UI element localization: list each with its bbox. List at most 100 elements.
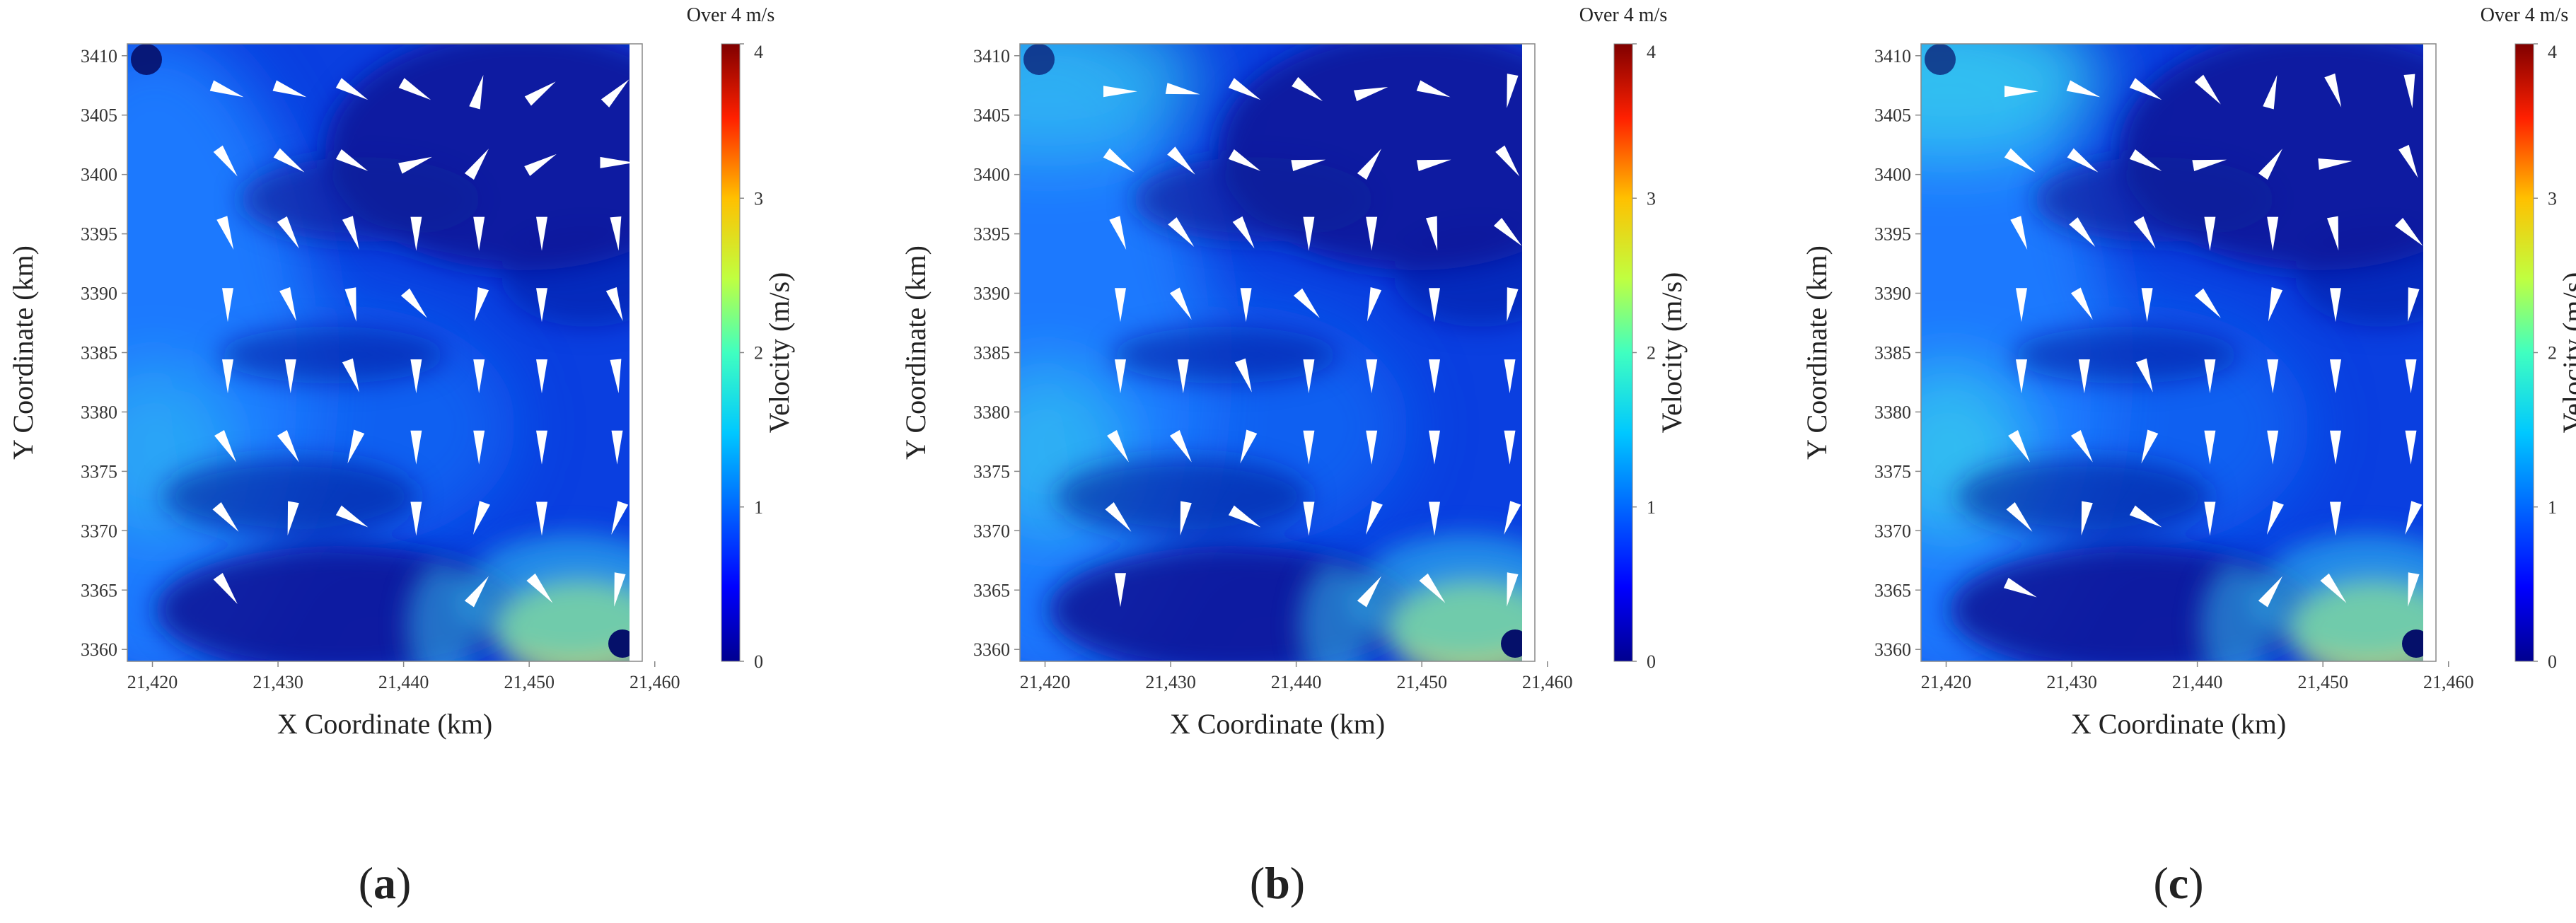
- flow-arrow: [2204, 430, 2216, 465]
- field-slow-east: [1395, 228, 1535, 327]
- flow-arrow: [2129, 78, 2162, 100]
- field-outlet-center: [1299, 562, 1370, 661]
- field-outlet-east-halo: [460, 534, 642, 661]
- flow-arrow: [2135, 358, 2153, 393]
- flow-arrow: [2141, 288, 2153, 323]
- chart-panel-c: 21,420 21,430 21,440 21,450 21,4603360336533…: [1801, 4, 2576, 908]
- flow-arrow: [1357, 149, 1381, 180]
- x-tick-label: 21,460: [630, 672, 680, 692]
- chart-panel-b: 21,420 21,430 21,440 21,450 21,4603360336533…: [900, 4, 1688, 908]
- y-tick-label: 3385: [973, 343, 1010, 364]
- colorbar: [2514, 43, 2534, 662]
- flow-arrow: [2070, 430, 2093, 463]
- colorbar-tick-label: 3: [2548, 188, 2557, 209]
- field-slow-east: [502, 228, 642, 327]
- flow-arrow: [1367, 287, 1382, 322]
- y-tick-label: 3370: [1874, 521, 1911, 541]
- x-tick-label: 21,450: [2297, 672, 2348, 692]
- y-tick-label: 3360: [973, 639, 1010, 660]
- x-tick-label: 21,430: [2046, 672, 2097, 692]
- flow-arrow: [536, 359, 547, 394]
- flow-arrow: [2204, 216, 2216, 251]
- colorbar-over-label: Over 4 m/s: [2481, 4, 2568, 26]
- flow-arrow: [1495, 145, 1520, 177]
- flow-arrow: [2258, 576, 2282, 608]
- colorbar-tick-label: 2: [1647, 343, 1656, 364]
- x-tick-label: 21,430: [253, 672, 303, 692]
- flow-arrow: [2398, 144, 2418, 178]
- y-tick-label: 3410: [973, 46, 1010, 66]
- flow-arrow: [1180, 501, 1192, 536]
- y-tick-label: 3390: [1874, 284, 1911, 304]
- flow-arrow: [1507, 572, 1519, 607]
- flow-arrow: [335, 78, 369, 100]
- flow-arrow: [335, 505, 369, 528]
- y-tick-label: 3395: [81, 224, 117, 245]
- colorbar-tick-label: 4: [754, 42, 763, 62]
- flow-arrow: [398, 156, 432, 174]
- field-island-northwest: [131, 44, 162, 75]
- x-axis-label: X Coordinate (km): [277, 708, 492, 740]
- y-tick-label: 3380: [1874, 402, 1911, 422]
- flow-arrow: [2330, 359, 2341, 394]
- y-tick-label: 3370: [81, 521, 117, 541]
- y-axis-label: Y Coordinate (km): [900, 245, 932, 460]
- flow-arrow: [2069, 217, 2096, 247]
- flow-arrow: [472, 501, 490, 535]
- flow-arrow: [2004, 86, 2038, 98]
- flow-arrow: [536, 430, 547, 465]
- y-tick-label: 3365: [81, 580, 117, 600]
- flow-arrow: [473, 359, 485, 394]
- field-slow-channel-b: [2013, 327, 2239, 383]
- field-zone-northwest: [1921, 44, 2105, 157]
- flow-arrow: [1429, 288, 1440, 323]
- flow-arrow: [2394, 217, 2423, 246]
- field-zone-northwest: [1020, 44, 1204, 157]
- field-outlet-center: [2200, 562, 2271, 661]
- flow-arrow: [1115, 288, 1126, 323]
- flow-arrow: [610, 359, 622, 394]
- flow-arrow: [1353, 86, 1388, 102]
- field-slow-channel-a: [240, 157, 481, 242]
- flow-arrow: [1493, 217, 1522, 246]
- flow-arrow: [410, 216, 422, 251]
- flow-arrow: [1168, 217, 1195, 247]
- flow-arrow: [410, 359, 422, 394]
- flow-arrow: [1357, 576, 1381, 608]
- x-axis-label: X Coordinate (km): [1170, 708, 1385, 740]
- flow-arrow: [2010, 216, 2028, 250]
- domain-edge: [2423, 44, 2439, 661]
- flow-arrow: [277, 216, 299, 249]
- y-tick-label: 3360: [81, 639, 117, 660]
- flow-arrow: [272, 80, 307, 98]
- flow-arrow: [2192, 159, 2227, 171]
- y-tick-label: 3395: [1874, 224, 1911, 245]
- flow-arrow: [222, 359, 233, 394]
- flow-arrow: [1303, 216, 1315, 251]
- flow-arrow: [1365, 501, 1383, 535]
- colorbar-over-label: Over 4 m/s: [1579, 4, 1667, 26]
- colorbar-tick-label: 3: [754, 188, 763, 209]
- flow-arrow: [213, 573, 238, 604]
- flow-arrow: [1177, 359, 1189, 394]
- flow-arrow: [1234, 358, 1252, 393]
- y-tick-label: 3400: [1874, 165, 1911, 185]
- y-tick-label: 3390: [973, 284, 1010, 304]
- colorbar: [721, 43, 741, 662]
- colorbar-tick-label: 4: [2548, 42, 2557, 62]
- flow-arrow: [398, 78, 431, 100]
- flow-arrow: [2405, 430, 2417, 465]
- y-axis-label: Y Coordinate (km): [1801, 245, 1833, 460]
- colorbar-tick-label: 1: [754, 497, 763, 518]
- field-island-northwest: [1023, 44, 1055, 75]
- colorbar: [1613, 43, 1633, 662]
- flow-arrow: [2070, 287, 2093, 320]
- flow-arrow: [1291, 159, 1326, 171]
- flow-arrow: [287, 501, 299, 536]
- flow-arrow: [614, 572, 626, 607]
- flow-arrow: [1366, 359, 1378, 394]
- y-tick-label: 3380: [973, 402, 1010, 422]
- flow-arrow: [2267, 359, 2279, 394]
- flow-arrow: [2066, 80, 2101, 98]
- velocity-field: [1020, 44, 1535, 661]
